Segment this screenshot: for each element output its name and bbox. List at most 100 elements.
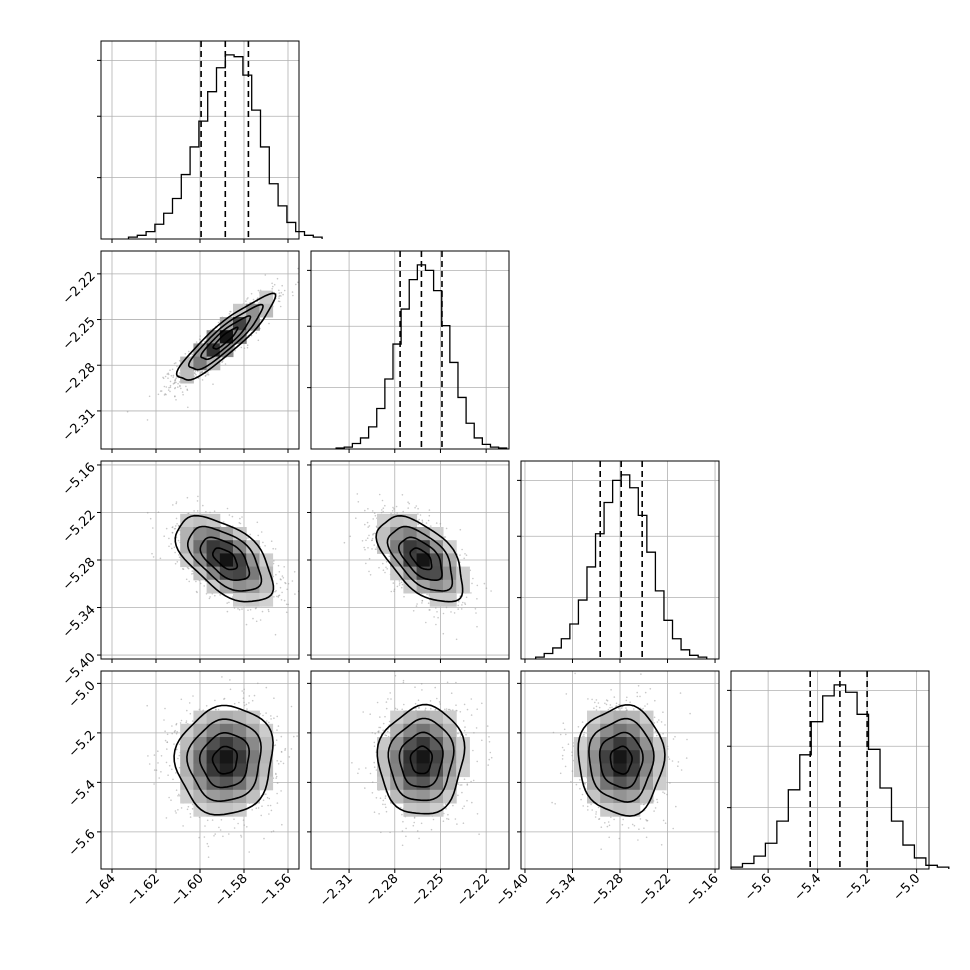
sample-point bbox=[470, 592, 472, 594]
sample-point bbox=[375, 525, 378, 528]
sample-point bbox=[163, 719, 165, 721]
sample-point bbox=[268, 813, 270, 815]
sample-point bbox=[407, 507, 410, 509]
sample-point bbox=[207, 373, 210, 376]
density-cell bbox=[246, 593, 260, 607]
sample-point bbox=[239, 517, 241, 520]
sample-point bbox=[172, 374, 175, 377]
sample-point bbox=[148, 763, 151, 765]
sample-point bbox=[185, 578, 188, 581]
sample-point bbox=[163, 394, 166, 396]
sample-point bbox=[226, 507, 229, 510]
sample-point bbox=[201, 371, 203, 373]
sample-point bbox=[246, 298, 248, 300]
sample-point bbox=[228, 833, 230, 835]
sample-point bbox=[159, 390, 162, 392]
sample-point bbox=[148, 395, 151, 398]
sample-point bbox=[174, 380, 176, 382]
sample-point bbox=[170, 799, 172, 801]
sample-point bbox=[392, 506, 394, 509]
sample-point bbox=[415, 505, 418, 507]
sample-point bbox=[186, 388, 188, 391]
sample-point bbox=[261, 610, 264, 613]
sample-point bbox=[226, 610, 229, 613]
sample-point bbox=[450, 611, 452, 613]
sample-point bbox=[425, 621, 427, 624]
sample-point bbox=[381, 499, 384, 502]
sample-point bbox=[270, 809, 273, 812]
sample-point bbox=[157, 511, 160, 513]
sample-point bbox=[171, 368, 174, 371]
scatter-panel: −2.31−2.28−2.25−2.22 bbox=[60, 250, 300, 453]
density-cell bbox=[390, 527, 404, 541]
sample-point bbox=[382, 569, 385, 571]
sample-point bbox=[374, 514, 377, 517]
sample-point bbox=[415, 605, 418, 607]
sample-point bbox=[277, 564, 280, 567]
sample-point bbox=[195, 590, 198, 593]
sample-point bbox=[260, 531, 263, 533]
sample-point bbox=[442, 612, 445, 615]
sample-point bbox=[427, 602, 430, 604]
sample-point bbox=[209, 511, 211, 514]
sample-point bbox=[228, 514, 231, 516]
sample-point bbox=[262, 541, 264, 544]
histogram-step bbox=[535, 474, 708, 659]
sample-point bbox=[177, 524, 180, 527]
sample-point bbox=[229, 310, 231, 313]
sample-point bbox=[393, 590, 395, 592]
y-tick-label: −5.40 bbox=[60, 650, 99, 689]
sample-point bbox=[204, 374, 207, 377]
sample-point bbox=[198, 338, 201, 341]
sample-point bbox=[255, 620, 258, 623]
sample-point bbox=[250, 292, 253, 295]
sample-point bbox=[173, 381, 176, 384]
density-cell bbox=[180, 540, 194, 554]
sample-point bbox=[170, 543, 172, 545]
sample-point bbox=[408, 502, 411, 505]
density-cell bbox=[219, 553, 234, 568]
sample-point bbox=[174, 551, 176, 554]
sample-point bbox=[295, 283, 297, 286]
sample-point bbox=[229, 688, 232, 691]
sample-point bbox=[197, 495, 199, 498]
sample-point bbox=[418, 518, 421, 521]
y-tick-label: −5.28 bbox=[60, 555, 99, 594]
sample-point bbox=[257, 682, 259, 685]
sample-point bbox=[459, 528, 462, 531]
sample-point bbox=[203, 340, 206, 343]
sample-point bbox=[174, 395, 176, 398]
sample-point bbox=[386, 568, 389, 570]
sample-point bbox=[366, 537, 369, 539]
sample-point bbox=[436, 611, 438, 613]
contour-line bbox=[409, 547, 433, 571]
sample-point bbox=[160, 771, 162, 773]
sample-point bbox=[368, 534, 370, 537]
sample-point bbox=[483, 582, 486, 585]
sample-point bbox=[191, 570, 194, 572]
sample-point bbox=[374, 548, 377, 550]
sample-point bbox=[173, 546, 176, 549]
sample-point bbox=[275, 739, 278, 741]
sample-point bbox=[195, 580, 197, 583]
histogram-panel bbox=[307, 250, 510, 453]
sample-point bbox=[414, 506, 416, 509]
sample-point bbox=[168, 545, 170, 548]
histogram-panel bbox=[97, 40, 323, 243]
sample-point bbox=[284, 749, 286, 751]
sample-point bbox=[462, 601, 464, 604]
sample-point bbox=[444, 536, 447, 538]
sample-point bbox=[204, 825, 206, 827]
density-cell bbox=[443, 566, 457, 581]
sample-point bbox=[371, 510, 374, 512]
sample-point bbox=[401, 583, 404, 586]
sample-point bbox=[291, 580, 294, 582]
sample-point bbox=[371, 537, 374, 540]
sample-point bbox=[255, 807, 258, 809]
sample-point bbox=[276, 715, 279, 718]
sample-point bbox=[182, 825, 184, 827]
sample-point bbox=[382, 510, 385, 513]
sample-point bbox=[443, 536, 446, 538]
sample-point bbox=[207, 372, 209, 374]
sample-point bbox=[178, 359, 181, 362]
